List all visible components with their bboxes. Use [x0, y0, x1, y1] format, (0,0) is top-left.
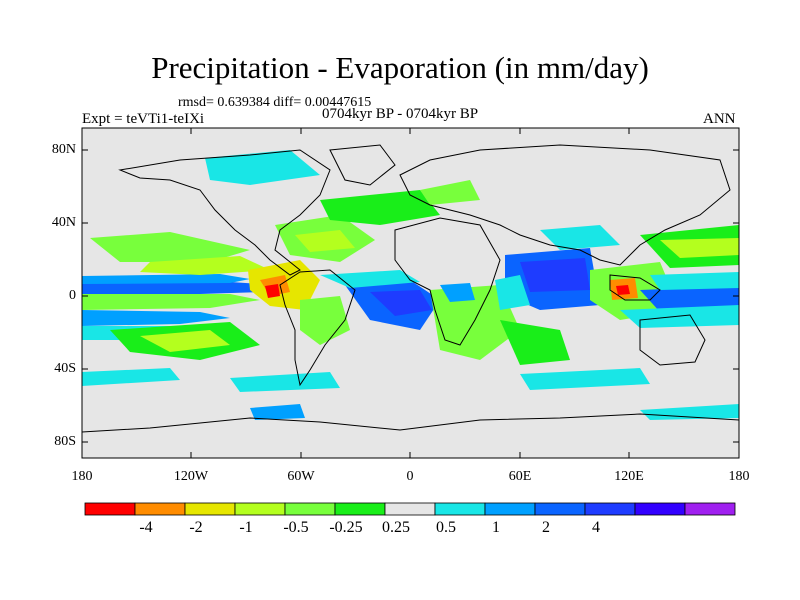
colorbar-swatch [284, 502, 336, 516]
colorbar-swatch [684, 502, 736, 516]
coast-africa [394, 217, 501, 346]
colorbar-label: 2 [542, 519, 550, 536]
contour-np-yellow [140, 256, 270, 275]
contour-north-pacific-green [90, 232, 250, 262]
contour-so-cyan-1 [82, 368, 180, 386]
x-tick-label: 60E [508, 469, 532, 484]
colorbar-label: 1 [492, 519, 500, 536]
contour-atlantic-green [320, 190, 440, 225]
experiment-label: Expt = teVTi1-teIXi [82, 111, 205, 127]
contour-fill-layer [82, 150, 739, 420]
colorbar-label: -4 [139, 519, 153, 536]
colorbar-swatch [234, 502, 286, 516]
colorbar-swatch [134, 502, 186, 516]
contour-so-blue [250, 404, 305, 420]
coast-antarctica [82, 413, 739, 433]
coast-eurasia [399, 144, 731, 266]
contour-np-west-yellow [660, 238, 739, 258]
coast-north-america [118, 149, 331, 276]
plot-title: Precipitation - Evaporation (in mm/day) [151, 50, 649, 85]
colorbar-swatch [534, 502, 586, 516]
contour-indian-deep [520, 258, 590, 292]
colorbar-label: 0.25 [382, 519, 410, 536]
period-label: 0704kyr BP - 0704kyr BP [322, 106, 479, 122]
contour-wp-cyan [650, 272, 739, 290]
contour-sa-green [300, 296, 350, 345]
x-tick-label: 120E [614, 469, 644, 484]
colorbar-swatch [484, 502, 536, 516]
coast-maritime [609, 274, 661, 301]
contour-na-yellow [295, 230, 355, 252]
contour-south-pacific-band [82, 310, 230, 326]
contour-africa-blue [440, 283, 475, 302]
colorbar-label: -0.5 [283, 519, 309, 536]
contour-so-cyan-3 [520, 368, 650, 390]
colorbar-label: -1 [239, 519, 253, 536]
contour-mc-red [616, 285, 630, 295]
colorbar-swatch [434, 502, 486, 516]
contour-indian-cyan [495, 275, 530, 310]
x-tick-label: 180 [71, 469, 93, 484]
contour-arabia-cyan [540, 225, 620, 250]
x-tick-label: 60W [287, 469, 315, 484]
y-tick-label: 40S [54, 361, 76, 376]
x-tick-label: 0 [406, 469, 414, 484]
coast-south-america [279, 269, 356, 387]
colorbar-label: 4 [592, 519, 600, 536]
y-tick-label: 40N [51, 215, 76, 230]
contour-itcz-outer [82, 274, 250, 284]
tick-marks [82, 128, 739, 458]
coast-australia [639, 314, 706, 366]
colorbar-swatch [634, 502, 686, 516]
y-tick-label: 80S [54, 434, 76, 449]
colorbar-swatch [84, 502, 136, 516]
colorbar-swatch [334, 502, 386, 516]
contour-itcz-pacific [82, 280, 262, 296]
x-tick-label: 180 [728, 469, 750, 484]
contour-atlantic-cyan [320, 270, 420, 288]
contour-africa-south [500, 320, 570, 365]
season-label: ANN [703, 111, 736, 127]
contour-africa-green [430, 285, 520, 360]
coastline-layer [82, 144, 739, 433]
contour-sp-yellow [140, 330, 230, 352]
contour-sahel-green [420, 180, 480, 205]
contour-eq-pacific-green [82, 294, 260, 310]
colorbar-swatch [384, 502, 436, 516]
colorbar-swatch [584, 502, 636, 516]
contour-atlantic-deep [370, 290, 432, 316]
coast-greenland [329, 144, 396, 186]
contour-na-cyan [205, 150, 320, 185]
y-tick-label: 0 [69, 288, 76, 303]
contour-so-cyan-2 [230, 372, 340, 392]
colorbar-swatch [184, 502, 236, 516]
colorbar-label: 0.5 [436, 519, 456, 536]
contour-wp-blue [640, 286, 739, 312]
rmsd-diff-stats: rmsd= 0.639384 diff= 0.00447615 [178, 95, 372, 110]
x-tick-label: 120W [173, 469, 209, 484]
colorbar-label: -0.25 [329, 519, 363, 536]
colorbar-label: -2 [189, 519, 203, 536]
contour-amazon-red [265, 284, 280, 298]
y-tick-label: 80N [51, 142, 76, 157]
